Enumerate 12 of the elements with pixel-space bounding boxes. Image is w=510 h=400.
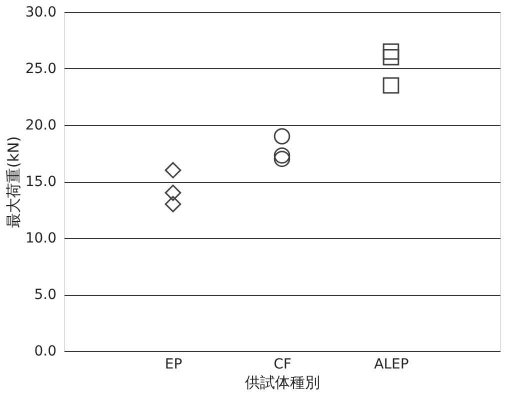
y-tick-label: 30.0 (25, 4, 56, 20)
y-axis-title: 最大荷重(kN) (4, 136, 22, 228)
y-tick-label: 20.0 (25, 118, 56, 134)
x-tick-label: EP (164, 356, 182, 372)
x-axis-title: 供試体種別 (245, 374, 320, 392)
y-tick-label: 0.0 (34, 344, 56, 360)
x-tick-label: ALEP (374, 356, 409, 372)
y-tick-label: 10.0 (25, 230, 56, 246)
y-tick-label: 15.0 (25, 174, 56, 190)
y-tick-label: 25.0 (25, 61, 56, 77)
x-tick-label: CF (274, 356, 292, 372)
y-tick-label: 5.0 (34, 287, 56, 303)
